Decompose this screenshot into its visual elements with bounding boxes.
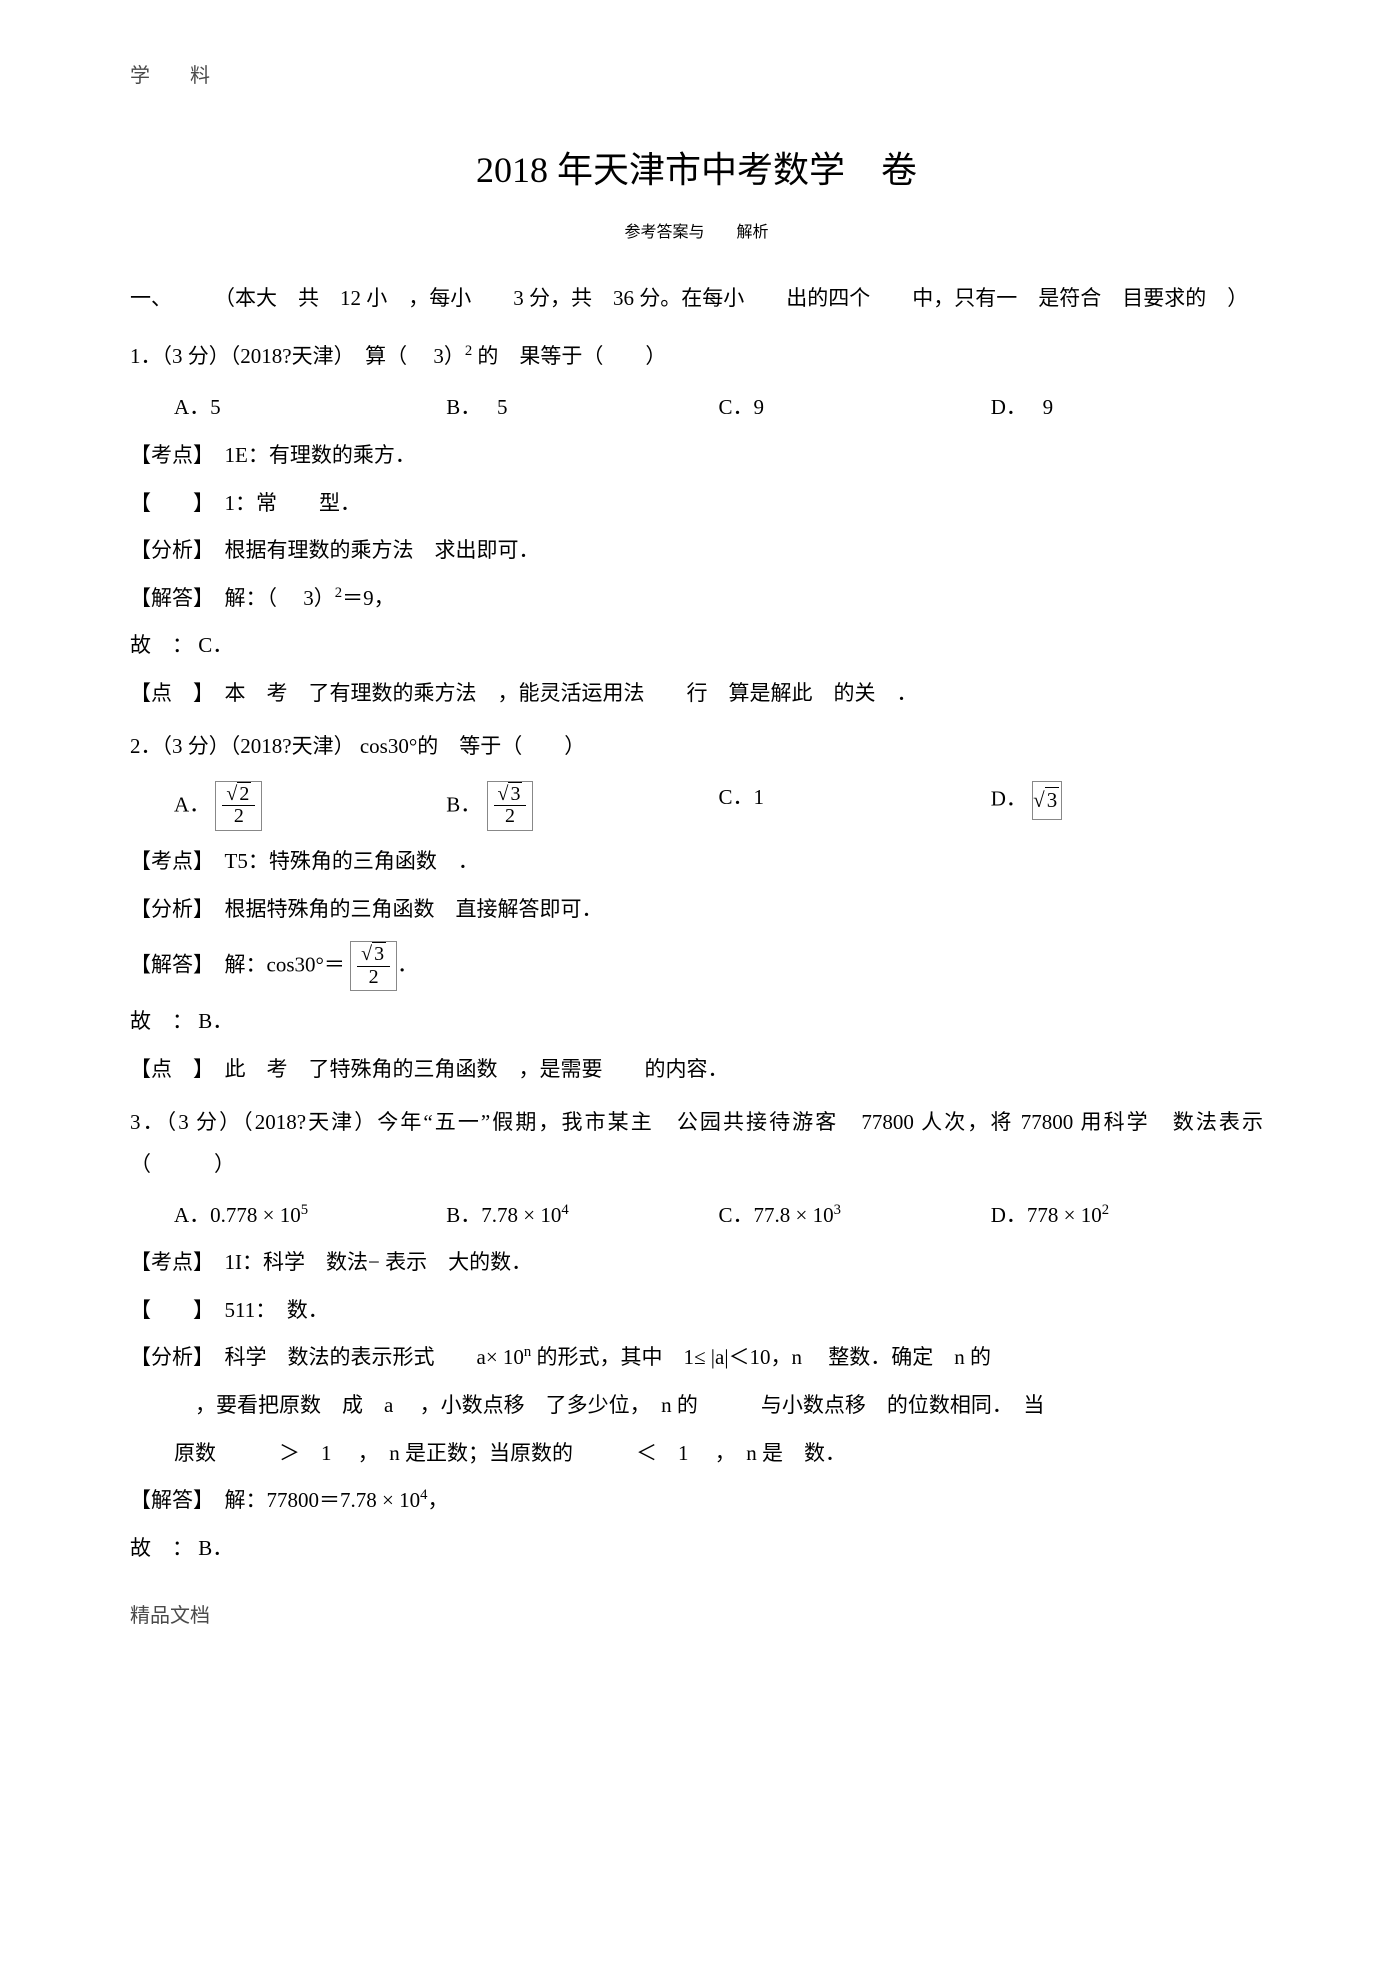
q3-jieda-post: ， xyxy=(427,1488,448,1512)
q3-opt-d: D．778 × 102 xyxy=(991,1199,1263,1233)
q3-opt-a: A．0.778 × 105 xyxy=(174,1199,446,1233)
q2-opt-b: B． 32 xyxy=(446,781,718,832)
q2-b-label: B． xyxy=(446,792,481,816)
q2-a-frac: 22 xyxy=(215,781,262,832)
q1-jieda-sup: 2 xyxy=(335,585,342,601)
page-title: 2018 年天津市中考数学 卷 xyxy=(130,142,1263,200)
q1-stem-post: 的 果等于（ ） xyxy=(472,344,666,368)
q2-jieda-frac: 32 xyxy=(350,941,397,992)
q2-dianping: 【点 】 此 考 了特殊角的三角函数 ，是需要 的内容． xyxy=(130,1053,1263,1087)
q3-jieda-pre: 【解答】 解：77800＝7.78 × 10 xyxy=(130,1488,420,1512)
q3-fenxi-3: 原数 ＞ 1 ， n 是正数；当原数的 ＜ 1 ， n 是 数． xyxy=(130,1437,1263,1471)
q1-opt-a: A．5 xyxy=(174,391,446,425)
q2-options: A． 22 B． 32 C．1 D． 3 xyxy=(174,781,1263,832)
q3-type: 【 】 511： 数． xyxy=(130,1294,1263,1328)
q3-d-pre: D．778 × 10 xyxy=(991,1203,1102,1227)
q2-jieda-post: ． xyxy=(397,952,418,976)
q3-c-sup: 3 xyxy=(834,1202,841,1218)
q3-opt-b: B．7.78 × 104 xyxy=(446,1199,718,1233)
q3-a-sup: 5 xyxy=(301,1202,308,1218)
q1-conclusion: 故 ： C． xyxy=(130,629,1263,663)
q3-fenxi-2: ，要看把原数 成 a ，小数点移 了多少位， n 的 与小数点移 的位数相同． … xyxy=(130,1389,1263,1423)
section-1-header: 一、 （本大 共 12 小 ，每小 3 分，共 36 分。在每小 出的四个 中，… xyxy=(130,275,1263,321)
q1-stem: 1．（3 分）（2018?天津） 算（ 3）2 的 果等于（ ） xyxy=(130,335,1263,377)
q2-fenxi: 【分析】 根据特殊角的三角函数 直接解答即可． xyxy=(130,893,1263,927)
q2-opt-c: C．1 xyxy=(719,781,991,832)
sqrt-icon: 3 xyxy=(1033,784,1059,818)
q1-jieda-pre: 【解答】 解：（ 3） xyxy=(130,586,335,610)
q3-conclusion: 故 ： B． xyxy=(130,1532,1263,1566)
section-1-text: 一、 （本大 共 12 小 ，每小 3 分，共 36 分。在每小 出的四个 中，… xyxy=(130,286,1248,310)
q2-kaodian: 【考点】 T5：特殊角的三角函数 ． xyxy=(130,845,1263,879)
q3-fenxi-1: 【分析】 科学 数法的表示形式 a× 10n 的形式，其中 1≤ |a|＜10，… xyxy=(130,1341,1263,1375)
q3-stem: 3．（3 分）（2018?天津）今年“五一”假期，我市某主 公园共接待游客 77… xyxy=(130,1101,1263,1185)
footer-label: 精品文档 xyxy=(130,1600,1263,1632)
q2-conclusion: 故 ： B． xyxy=(130,1005,1263,1039)
q3-kaodian: 【考点】 1I：科学 数法− 表示 大的数． xyxy=(130,1246,1263,1280)
q3-d-sup: 2 xyxy=(1102,1202,1109,1218)
q1-options: A．5 B． 5 C．9 D． 9 xyxy=(174,391,1263,425)
page-subtitle: 参考答案与 解析 xyxy=(130,220,1263,246)
q1-jieda: 【解答】 解：（ 3）2＝9， xyxy=(130,582,1263,616)
q3-jieda: 【解答】 解：77800＝7.78 × 104， xyxy=(130,1484,1263,1518)
q3-b-sup: 4 xyxy=(561,1202,568,1218)
q2-stem: 2．（3 分）（2018?天津） cos30°的 等于（ ） xyxy=(130,725,1263,767)
q2-d-label: D． xyxy=(991,786,1027,810)
q3-c-pre: C．77.8 × 10 xyxy=(719,1203,834,1227)
q3-b-pre: B．7.78 × 10 xyxy=(446,1203,561,1227)
sqrt-icon: 3 xyxy=(361,944,386,966)
q2-jieda: 【解答】 解：cos30°＝ 32． xyxy=(130,941,1263,992)
q3-fenxi-1-pre: 【分析】 科学 数法的表示形式 a× 10 xyxy=(130,1345,524,1369)
q3-fenxi-1-post: 的形式，其中 1≤ |a|＜10，n 整数．确定 n 的 xyxy=(531,1345,1012,1369)
q2-opt-a: A． 22 xyxy=(174,781,446,832)
q2-a-label: A． xyxy=(174,792,210,816)
q1-stem-pre: 1．（3 分）（2018?天津） 算（ 3） xyxy=(130,344,465,368)
q3-a-pre: A．0.778 × 10 xyxy=(174,1203,301,1227)
q1-opt-c: C．9 xyxy=(719,391,991,425)
sqrt-icon: 3 xyxy=(498,784,523,806)
header-label: 学 料 xyxy=(130,60,1263,92)
q1-opt-d: D． 9 xyxy=(991,391,1263,425)
q1-opt-b: B． 5 xyxy=(446,391,718,425)
q1-fenxi: 【分析】 根据有理数的乘方法 求出即可． xyxy=(130,534,1263,568)
sqrt-icon: 2 xyxy=(226,784,251,806)
q2-jieda-pre: 【解答】 解：cos30°＝ xyxy=(130,952,345,976)
q2-b-frac: 32 xyxy=(487,781,534,832)
q1-kaodian: 【考点】 1E：有理数的乘方． xyxy=(130,439,1263,473)
q3-opt-c: C．77.8 × 103 xyxy=(719,1199,991,1233)
q3-options: A．0.778 × 105 B．7.78 × 104 C．77.8 × 103 … xyxy=(174,1199,1263,1233)
q2-opt-d: D． 3 xyxy=(991,781,1263,832)
q1-jieda-post: ＝9， xyxy=(342,586,395,610)
q1-dianping: 【点 】 本 考 了有理数的乘方法 ，能灵活运用法 行 算是解此 的关 ． xyxy=(130,677,1263,711)
q2-d-sqrt: 3 xyxy=(1032,781,1062,821)
q1-type: 【 】 1：常 型． xyxy=(130,487,1263,521)
